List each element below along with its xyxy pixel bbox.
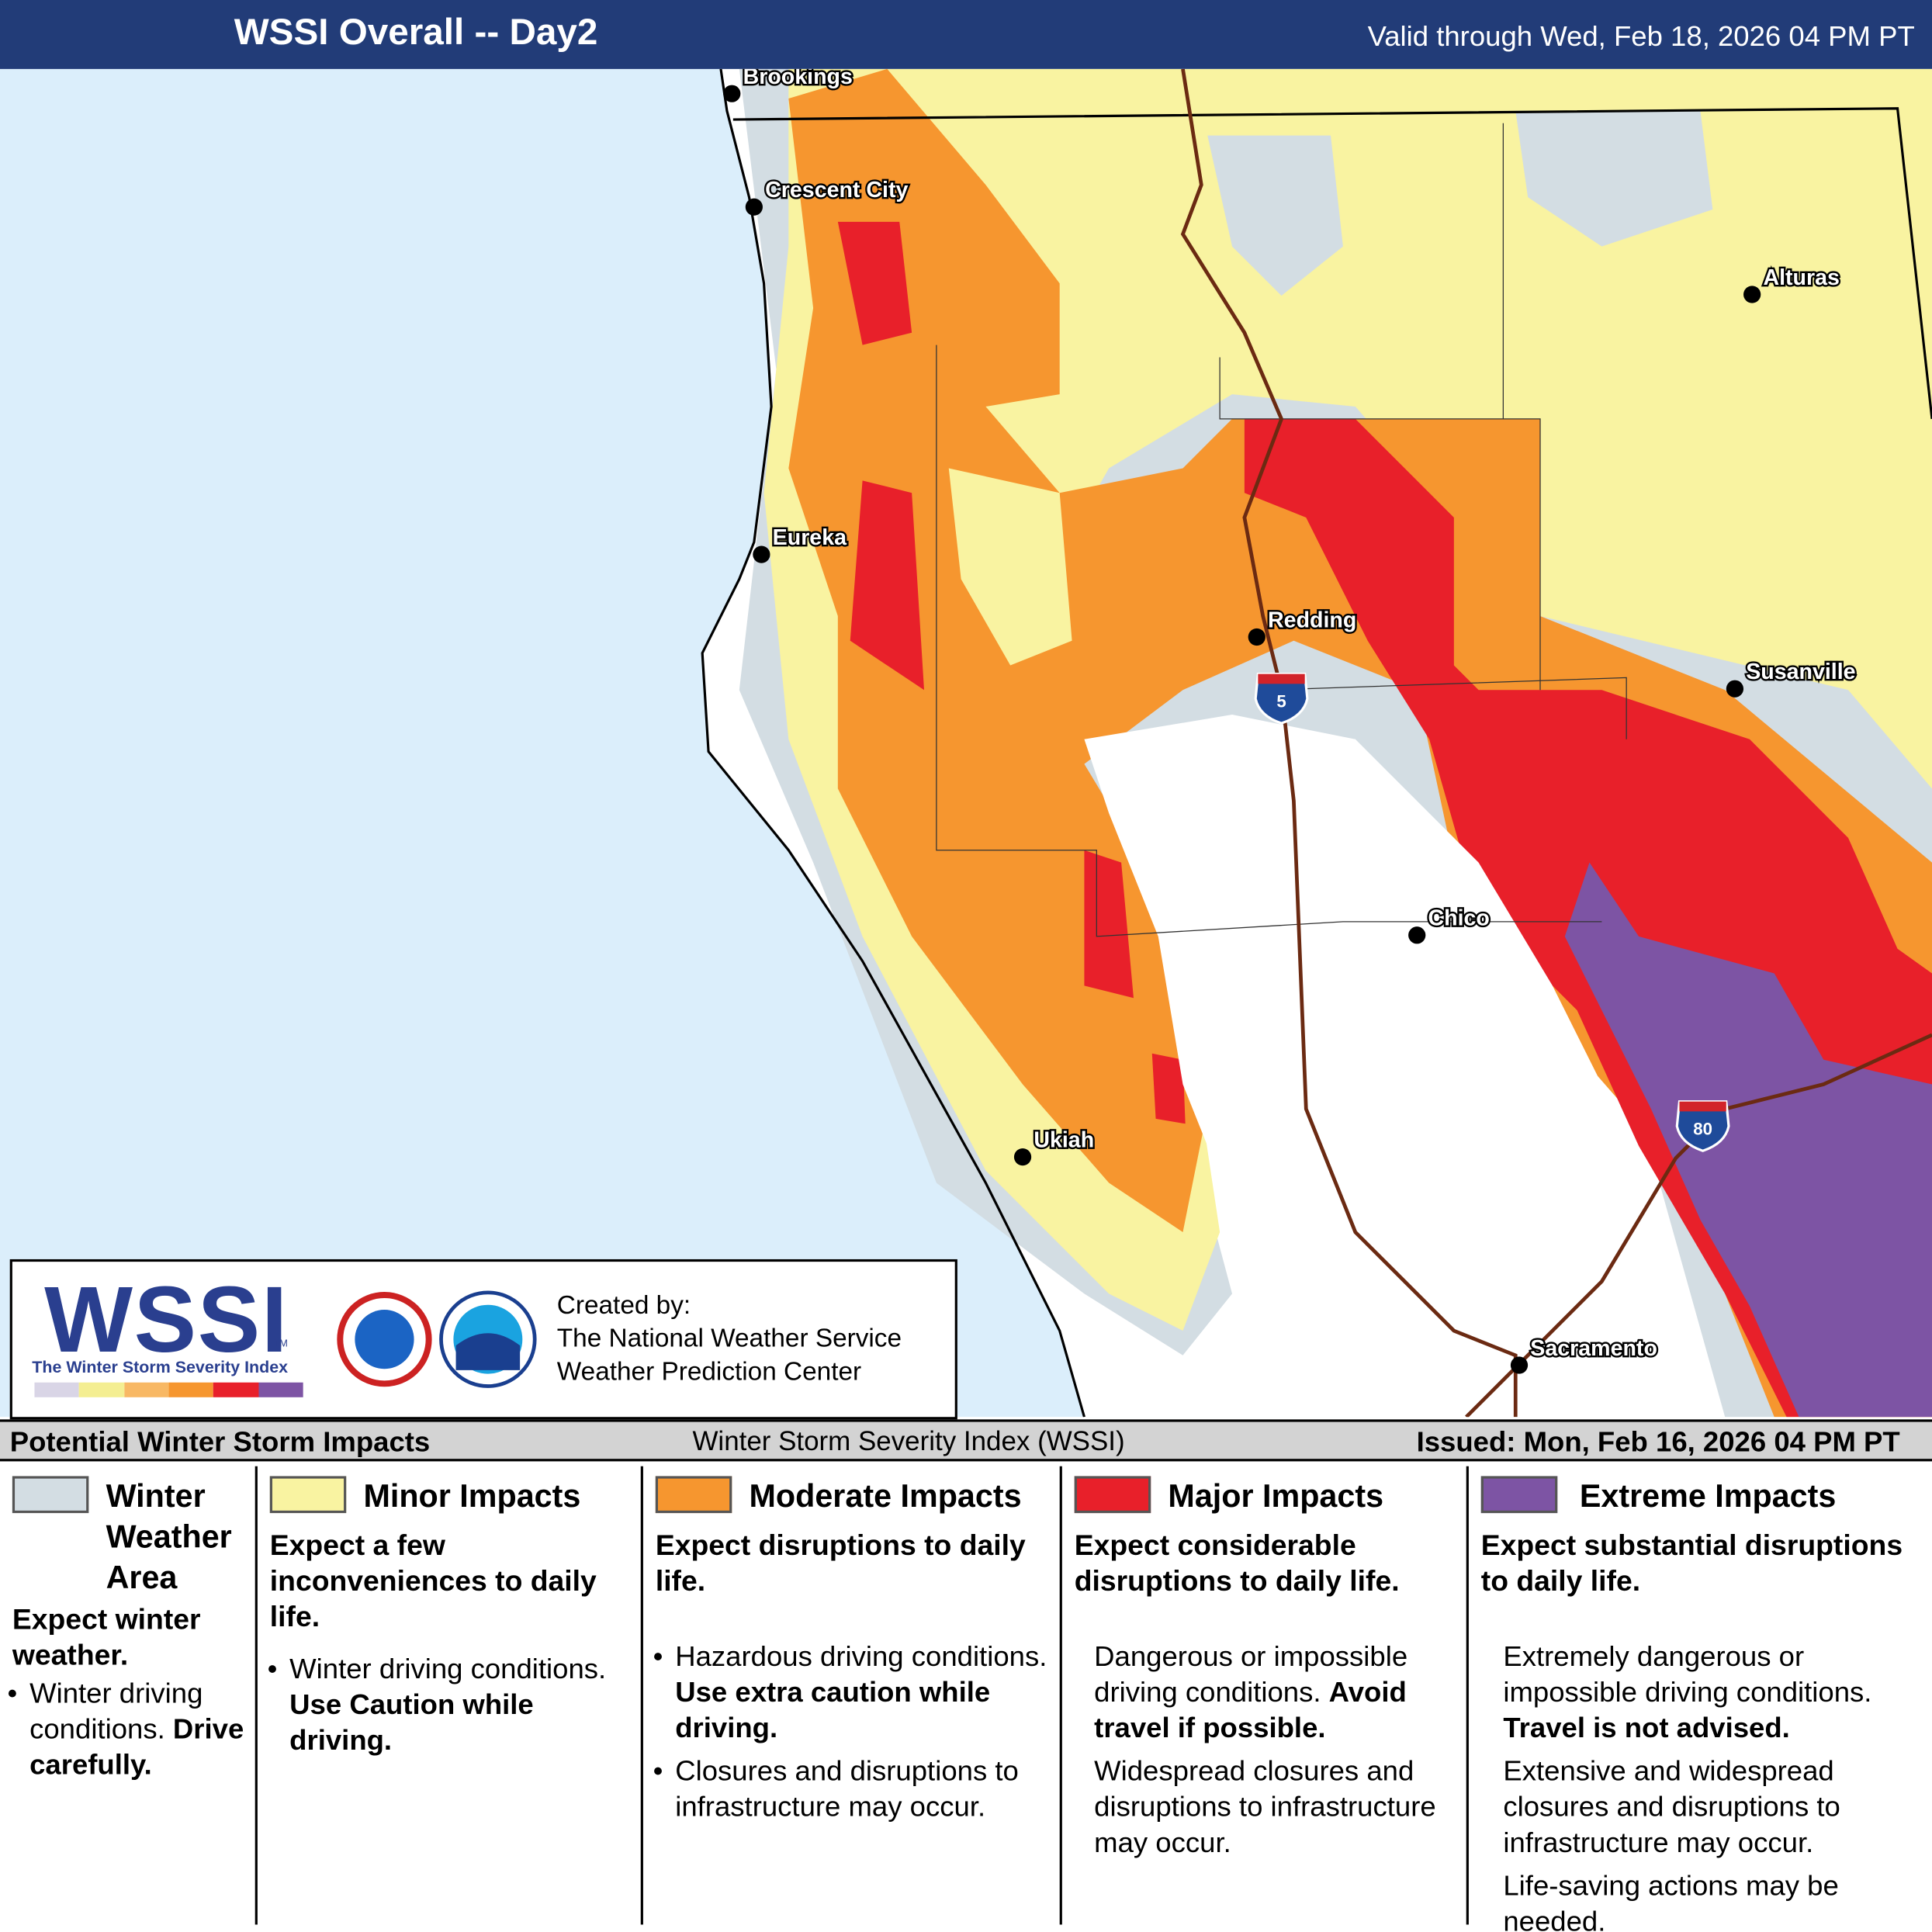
- category-headline: Expect considerable disruptions to daily…: [1074, 1529, 1400, 1598]
- city-dot: [753, 545, 770, 563]
- city-dot: [1013, 1148, 1032, 1166]
- city-dot: [1248, 628, 1265, 646]
- city-label: Sacramento: [1530, 1336, 1657, 1361]
- category-name: Extreme Impacts: [1579, 1477, 1837, 1515]
- impact-action: Avoid travel if possible.: [1094, 1675, 1407, 1744]
- shield-top: [1258, 673, 1305, 684]
- category-name: Moderate Impacts: [749, 1477, 1022, 1515]
- legend-column: Winter Weather Area Expect winter weather…: [0, 1466, 255, 1925]
- interstate-shield: 80: [1675, 1100, 1730, 1152]
- category-name: Major Impacts: [1168, 1477, 1384, 1515]
- city-label: Chico: [1428, 906, 1490, 931]
- category-items: Winter driving conditions. Drive careful…: [8, 1676, 248, 1791]
- category-headline: Expect substantial disruptions to daily …: [1480, 1529, 1903, 1598]
- impact-text: Widespread closures and disruptions to i…: [1094, 1754, 1436, 1858]
- category-items: Winter driving conditions. Use Caution w…: [268, 1651, 633, 1766]
- shield-shape: [1675, 1100, 1730, 1152]
- impact-item: Hazardous driving conditions. Use extra …: [653, 1639, 1052, 1746]
- agency-logos: [337, 1290, 537, 1388]
- impact-text: Winter driving conditions.: [289, 1652, 607, 1684]
- impact-text: Winter driving conditions.: [29, 1677, 203, 1745]
- city-dot: [1510, 1356, 1529, 1374]
- legend-title: Potential Winter Storm Impacts: [9, 1425, 431, 1458]
- shield-top: [1679, 1101, 1726, 1112]
- city-dot: [1743, 286, 1761, 303]
- category-name: Minor Impacts: [363, 1477, 581, 1515]
- credit-line: Created by:: [556, 1291, 691, 1320]
- city-label: Brookings: [743, 69, 853, 89]
- impact-action: Use Caution while driving.: [289, 1688, 534, 1756]
- impact-action: Travel is not advised.: [1503, 1711, 1790, 1744]
- legend-swatch: [655, 1476, 732, 1514]
- legend-column: Extreme Impacts Expect substantial disrup…: [1466, 1466, 1932, 1932]
- category-headline: Expect disruptions to daily life.: [655, 1529, 1026, 1598]
- city-label: Alturas: [1763, 265, 1839, 290]
- legend-column: Moderate Impacts Expect disruptions to da…: [640, 1466, 1060, 1925]
- category-headline: Expect winter weather.: [12, 1603, 201, 1671]
- impact-action: Use extra caution while driving.: [675, 1675, 991, 1744]
- impact-item: Winter driving conditions. Drive careful…: [8, 1676, 248, 1783]
- impact-item: Dangerous or impossible driving conditio…: [1094, 1639, 1459, 1746]
- impact-text: Extensive and widespread closures and di…: [1503, 1754, 1840, 1858]
- logo-subtitle: The Winter Storm Severity Index: [32, 1357, 289, 1376]
- impact-text: Life-saving actions may be needed.: [1503, 1869, 1839, 1932]
- category-headline: Expect a few inconveniences to daily lif…: [269, 1529, 597, 1633]
- legend-swatch: [12, 1476, 89, 1514]
- city-dot: [1408, 926, 1426, 944]
- city-label: Redding: [1268, 608, 1356, 632]
- issued-time: Issued: Mon, Feb 16, 2026 04 PM PT: [1416, 1425, 1900, 1458]
- valid-time: Valid through Wed, Feb 18, 2026 04 PM PT: [1367, 19, 1915, 52]
- impact-text: Dangerous or impossible driving conditio…: [1094, 1639, 1408, 1708]
- city-dot: [723, 85, 741, 102]
- legend-header: Potential Winter Storm Impacts Winter St…: [0, 1419, 1932, 1462]
- city-label: Susanville: [1746, 660, 1855, 684]
- trademark: TM: [273, 1338, 288, 1349]
- city-label: Ukiah: [1034, 1127, 1094, 1152]
- impact-item: Life-saving actions may be needed.: [1503, 1868, 1924, 1932]
- legend-column: Major Impacts Expect considerable disrupt…: [1059, 1466, 1466, 1925]
- impact-text: Extremely dangerous or impossible drivin…: [1503, 1639, 1872, 1708]
- category-items: Hazardous driving conditions. Use extra …: [653, 1639, 1052, 1832]
- legend-column: Minor Impacts Expect a few inconveniences…: [254, 1466, 641, 1925]
- impact-item: Extensive and widespread closures and di…: [1503, 1754, 1924, 1861]
- city-dot: [1726, 680, 1744, 698]
- color-bar: [34, 1382, 303, 1397]
- wssi-logo: WSSI: [44, 1268, 289, 1373]
- shield-label: 80: [1693, 1120, 1712, 1139]
- logo-box: WSSI TM The Winter Storm Severity Index …: [9, 1259, 957, 1420]
- title: WSSI Overall -- Day2: [234, 12, 598, 54]
- shield-label: 5: [1276, 692, 1286, 712]
- map: Brookings Crescent City Alturas Eureka Reddi…: [0, 68, 1932, 1418]
- category-items: Extremely dangerous or impossible drivin…: [1503, 1639, 1924, 1932]
- legend-swatch: [1480, 1476, 1558, 1514]
- category-name: Winter Weather Area: [106, 1477, 232, 1596]
- impact-text: Hazardous driving conditions.: [675, 1639, 1047, 1672]
- impact-item: Winter driving conditions. Use Caution w…: [268, 1651, 633, 1758]
- impact-item: Widespread closures and disruptions to i…: [1094, 1754, 1459, 1861]
- impact-item: Closures and disruptions to infrastructu…: [653, 1754, 1052, 1825]
- legend-swatch: [1074, 1476, 1151, 1514]
- impact-action: Drive carefully.: [29, 1712, 244, 1781]
- impact-item: Extremely dangerous or impossible drivin…: [1503, 1639, 1924, 1746]
- credit-line: The National Weather Service: [556, 1324, 902, 1353]
- impact-text: Closures and disruptions to infrastructu…: [675, 1754, 1019, 1823]
- city-label: Crescent City: [765, 178, 908, 203]
- interstate-shield: 5: [1254, 673, 1309, 725]
- legend-swatch: [269, 1476, 347, 1514]
- credit-line: Weather Prediction Center: [556, 1357, 862, 1387]
- legend-center: Winter Storm Severity Index (WSSI): [692, 1425, 1125, 1457]
- category-items: Dangerous or impossible driving conditio…: [1094, 1639, 1459, 1868]
- shield-shape: [1254, 673, 1309, 725]
- city-label: Eureka: [773, 525, 847, 550]
- city-dot: [745, 198, 763, 216]
- header: WSSI Overall -- Day2 Valid through Wed, …: [0, 0, 1932, 69]
